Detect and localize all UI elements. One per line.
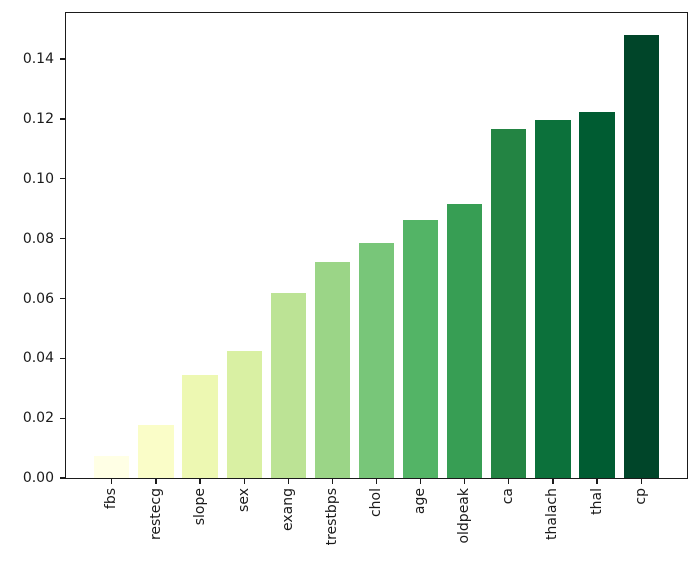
bar-cp bbox=[623, 35, 659, 478]
y-tick-label: 0.02 bbox=[22, 410, 54, 427]
x-tick-mark bbox=[375, 479, 378, 484]
x-tick-mark bbox=[596, 479, 598, 484]
y-tick-mark bbox=[60, 357, 65, 359]
x-tick-mark bbox=[640, 479, 642, 484]
x-tick-label: thal bbox=[588, 488, 605, 515]
y-tick-label: 0.04 bbox=[22, 350, 54, 367]
bar-thal bbox=[579, 112, 615, 478]
bar-oldpeak bbox=[447, 203, 483, 478]
y-tick-mark bbox=[60, 118, 65, 120]
bar-chol bbox=[358, 242, 395, 478]
x-tick-label: age bbox=[412, 488, 429, 515]
x-tick-label: chol bbox=[368, 488, 384, 518]
x-tick-label: oldpeak bbox=[456, 488, 473, 544]
x-tick-label: exang bbox=[279, 488, 296, 531]
x-tick-label: thalach bbox=[544, 488, 561, 540]
x-tick-label: ca bbox=[500, 488, 517, 505]
y-tick-label: 0.06 bbox=[22, 290, 54, 307]
x-tick-mark bbox=[287, 479, 289, 484]
x-tick-mark bbox=[420, 479, 422, 484]
x-tick-mark bbox=[243, 479, 245, 484]
bar-age bbox=[403, 220, 439, 478]
y-tick-mark bbox=[60, 238, 65, 240]
x-tick-mark bbox=[552, 479, 554, 484]
x-tick-label: fbs bbox=[103, 488, 120, 510]
bar-restecg bbox=[138, 425, 174, 478]
y-tick-mark bbox=[60, 417, 65, 419]
x-tick-label: cp bbox=[632, 488, 649, 505]
bar-sex bbox=[226, 351, 262, 478]
x-tick-label: slope bbox=[191, 488, 208, 526]
y-tick-mark bbox=[60, 477, 65, 479]
x-tick-label: restecg bbox=[147, 488, 164, 541]
bar-ca bbox=[491, 128, 527, 478]
y-tick-mark bbox=[60, 178, 65, 180]
y-tick-label: 0.08 bbox=[22, 230, 54, 247]
x-tick-mark bbox=[111, 479, 113, 484]
y-tick-label: 0.14 bbox=[22, 51, 54, 68]
x-tick-mark bbox=[508, 479, 510, 484]
bar-exang bbox=[270, 293, 306, 478]
bar-slope bbox=[182, 375, 218, 478]
x-tick-mark bbox=[331, 479, 333, 484]
x-tick-mark bbox=[155, 479, 157, 484]
x-tick-label: sex bbox=[235, 488, 252, 512]
y-tick-mark bbox=[60, 297, 65, 300]
x-tick-mark bbox=[464, 479, 466, 484]
y-tick-label: 0.10 bbox=[22, 170, 54, 187]
bar-fbs bbox=[94, 455, 130, 478]
y-tick-label: 0.12 bbox=[22, 110, 54, 127]
x-tick-label: trestbps bbox=[323, 488, 340, 546]
y-tick-label: 0.00 bbox=[22, 470, 54, 486]
bar-trestbps bbox=[314, 261, 351, 478]
bar-thalach bbox=[535, 119, 571, 478]
plot-area bbox=[65, 12, 688, 479]
y-tick-mark bbox=[60, 58, 65, 60]
x-tick-mark bbox=[199, 479, 201, 484]
